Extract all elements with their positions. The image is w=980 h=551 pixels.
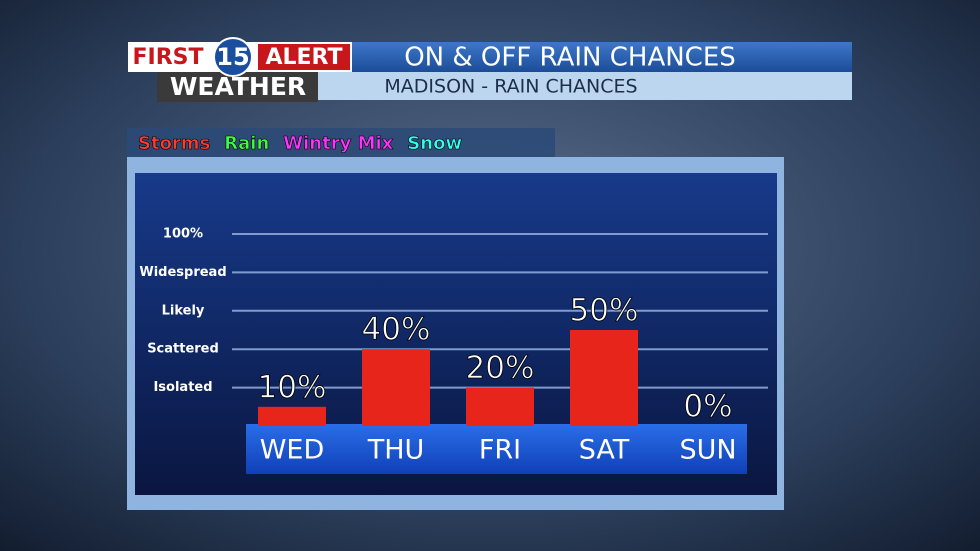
chart-subtitle: MADISON - RAIN CHANCES: [384, 76, 637, 98]
y-tick-label: Widespread: [139, 265, 226, 280]
bar: [570, 330, 638, 426]
brand-alert-box: [258, 44, 350, 70]
brand-weather-box: [157, 72, 318, 102]
title-bar: [352, 42, 852, 72]
bar: [258, 406, 326, 426]
y-tick-label: Isolated: [153, 380, 212, 395]
value-label: 50%: [570, 293, 639, 329]
x-tick-label: SAT: [579, 435, 630, 466]
y-tick-label: Scattered: [147, 342, 219, 357]
y-tick-label: 100%: [163, 227, 203, 242]
value-label: 0%: [683, 389, 732, 425]
chart-title: ON & OFF RAIN CHANCES: [404, 43, 736, 73]
bar: [362, 349, 430, 426]
x-tick-label: FRI: [479, 435, 521, 466]
brand-number: 15: [216, 43, 249, 71]
subtitle-bar: [318, 72, 852, 100]
bar: [466, 387, 534, 426]
value-label: 40%: [362, 312, 431, 348]
x-tick-label: WED: [260, 435, 325, 466]
brand-logo: [213, 37, 253, 77]
brand-alert: ALERT: [265, 45, 342, 70]
legend-entry: Rain: [224, 133, 269, 154]
y-tick-label: Likely: [162, 303, 205, 318]
x-tick-label: THU: [367, 435, 425, 466]
legend-entry: Snow: [407, 133, 462, 154]
value-label: 20%: [466, 350, 535, 386]
value-label: 10%: [258, 369, 327, 405]
legend-entry: Wintry Mix: [283, 133, 393, 154]
category-band: [246, 424, 747, 474]
legend-panel: [127, 128, 555, 160]
x-tick-label: SUN: [679, 435, 736, 466]
brand-weather: WEATHER: [170, 72, 306, 101]
brand-first: FIRST: [132, 45, 203, 70]
legend-entry: Storms: [138, 133, 210, 154]
